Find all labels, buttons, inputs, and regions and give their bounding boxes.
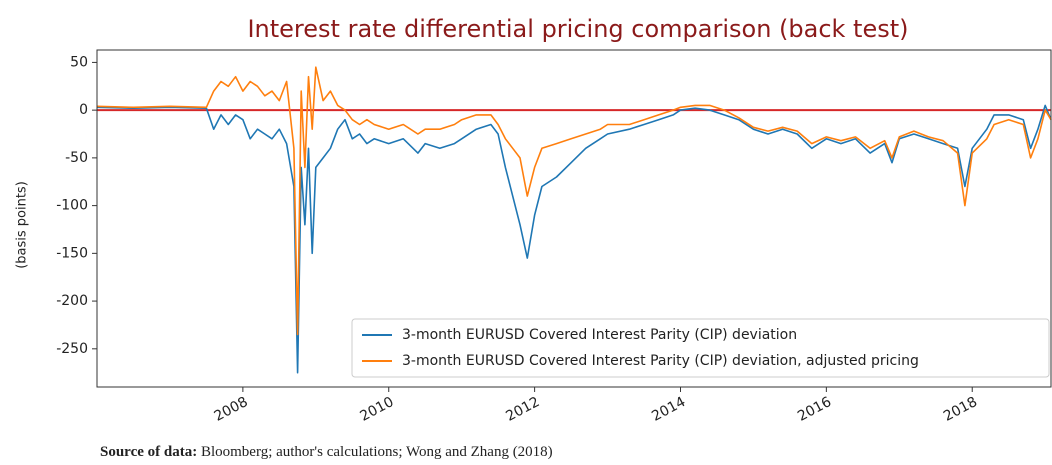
- plot-frame: [96, 49, 1052, 388]
- source-label: Source of data:: [100, 444, 197, 460]
- y-tick-label: -200: [56, 293, 88, 309]
- legend-label: 3-month EURUSD Covered Interest Parity (…: [402, 327, 797, 343]
- source-note: Source of data: Bloomberg; author's calc…: [100, 444, 553, 460]
- source-text: Bloomberg; author's calculations; Wong a…: [201, 444, 553, 460]
- y-tick-label: 50: [70, 54, 88, 70]
- y-tick-label: 0: [79, 102, 88, 118]
- y-tick-label: -250: [56, 341, 88, 357]
- legend-box: [351, 318, 1050, 378]
- legend-label: 3-month EURUSD Covered Interest Parity (…: [402, 353, 919, 369]
- chart-title: Interest rate differential pricing compa…: [247, 15, 908, 43]
- y-tick-label: -50: [65, 150, 88, 166]
- y-axis-label: (basis points): [15, 181, 30, 269]
- y-tick-label: -100: [56, 198, 88, 214]
- legend: 3-month EURUSD Covered Interest Parity (…: [351, 318, 1050, 378]
- y-tick-label: -150: [56, 245, 88, 261]
- series-line: [96, 66, 1052, 336]
